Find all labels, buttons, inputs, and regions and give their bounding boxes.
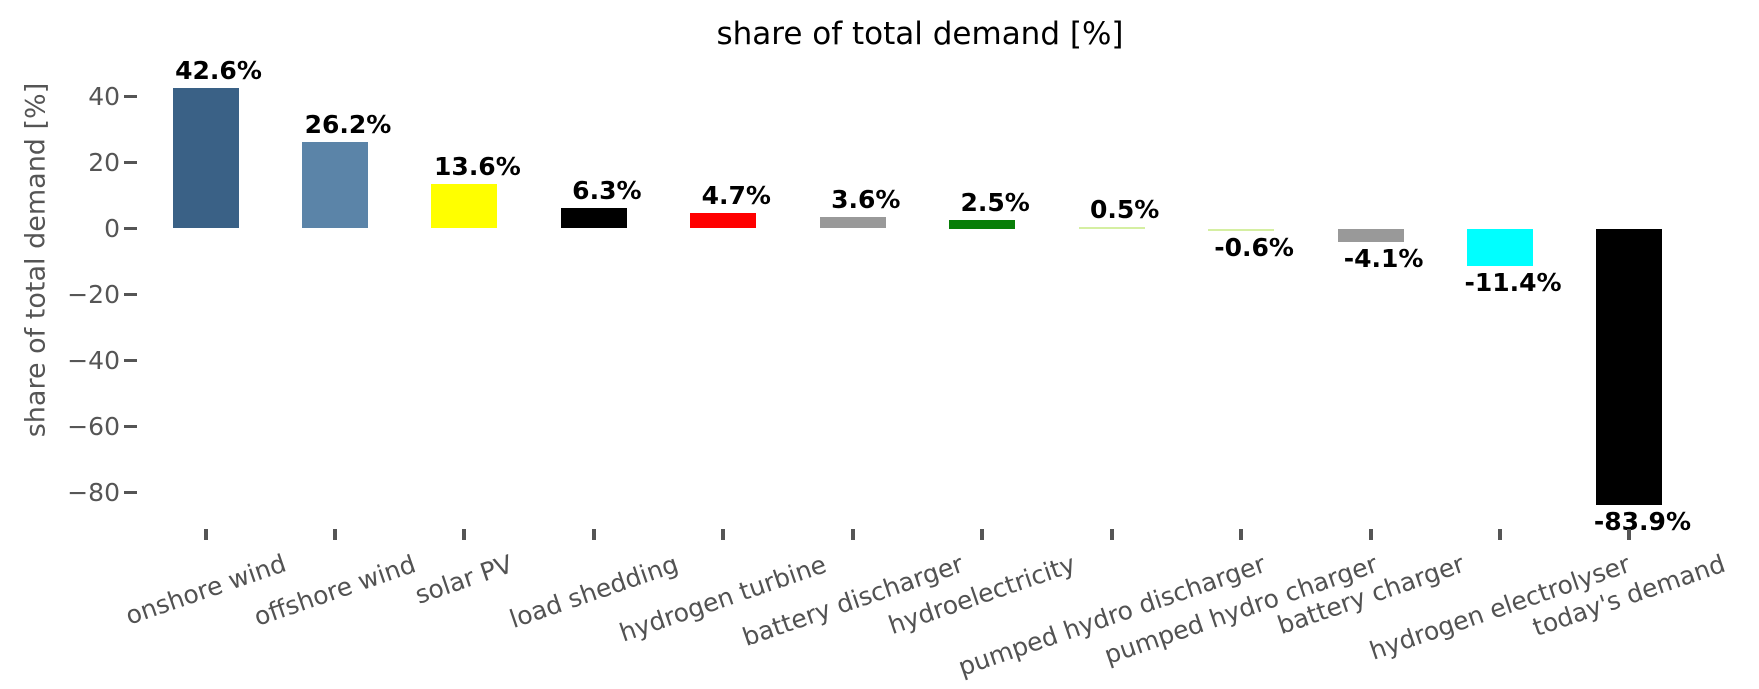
y-tick-mark	[124, 161, 137, 164]
bar-pumped-hydro-charger	[1208, 228, 1275, 231]
bar-value-label-battery-charger: -4.1%	[1343, 244, 1424, 274]
bar-hydrogen-turbine	[690, 212, 757, 229]
chart-title: share of total demand [%]	[716, 16, 1124, 52]
x-tick-mark	[1368, 529, 1373, 540]
y-tick-label: −60	[67, 411, 120, 441]
x-tick-label-solar-pv: solar PV	[411, 548, 517, 610]
bar-value-label-pumped-hydro-charger: -0.6%	[1214, 232, 1294, 262]
x-tick-mark	[1239, 529, 1244, 540]
x-tick-mark	[850, 529, 855, 540]
x-tick-mark	[1627, 529, 1632, 540]
x-tick-mark	[203, 529, 208, 540]
bar-value-label-battery-discharger: 3.6%	[831, 184, 901, 214]
y-tick-mark	[124, 227, 137, 230]
y-tick-label: 40	[88, 81, 120, 111]
bar-battery-discharger	[819, 216, 886, 229]
bar-value-label-hydrogen-turbine: 4.7%	[701, 180, 771, 210]
bar-pumped-hydro-discharger	[1078, 226, 1145, 229]
y-tick-label: −80	[67, 477, 120, 507]
y-tick-mark	[124, 95, 137, 98]
y-tick-label: −40	[67, 345, 120, 375]
x-tick-mark	[980, 529, 985, 540]
bar-value-label-load-shedding: 6.3%	[572, 175, 642, 205]
bar-value-label-onshore-wind: 42.6%	[175, 55, 262, 85]
x-tick-mark	[332, 529, 337, 540]
x-tick-mark	[1498, 529, 1502, 540]
y-tick-mark	[124, 359, 137, 362]
bar-value-label-pumped-hydro-discharger: 0.5%	[1089, 194, 1160, 224]
x-tick-mark	[591, 529, 596, 540]
bar-hydroelectricity	[949, 220, 1016, 229]
bar-value-label-today-s-demand: -83.9%	[1593, 507, 1691, 537]
y-tick-mark	[124, 491, 137, 494]
y-tick-label: 20	[88, 147, 120, 177]
bar-solar-pv	[431, 183, 498, 229]
y-tick-label: −20	[67, 279, 120, 309]
x-tick-mark	[1109, 529, 1114, 540]
bar-value-label-hydroelectricity: 2.5%	[960, 188, 1030, 218]
bar-battery-charger	[1337, 228, 1404, 243]
bar-onshore-wind	[172, 87, 239, 229]
x-tick-mark	[721, 529, 726, 540]
bar-value-label-hydrogen-electrolyser: -11.4%	[1464, 268, 1562, 298]
y-tick-mark	[124, 425, 137, 428]
bar-value-label-offshore-wind: 26.2%	[304, 110, 392, 140]
bar-hydrogen-electrolyser	[1467, 228, 1533, 267]
y-axis-label: share of total demand [%]	[20, 82, 52, 438]
bar-load-shedding	[560, 207, 627, 229]
bar-offshore-wind	[301, 142, 368, 229]
y-tick-label: 0	[104, 213, 120, 243]
bar-today-s-demand	[1596, 228, 1663, 506]
x-tick-mark	[462, 529, 467, 540]
y-tick-mark	[124, 293, 137, 296]
bar-value-label-solar-pv: 13.6%	[434, 151, 521, 181]
